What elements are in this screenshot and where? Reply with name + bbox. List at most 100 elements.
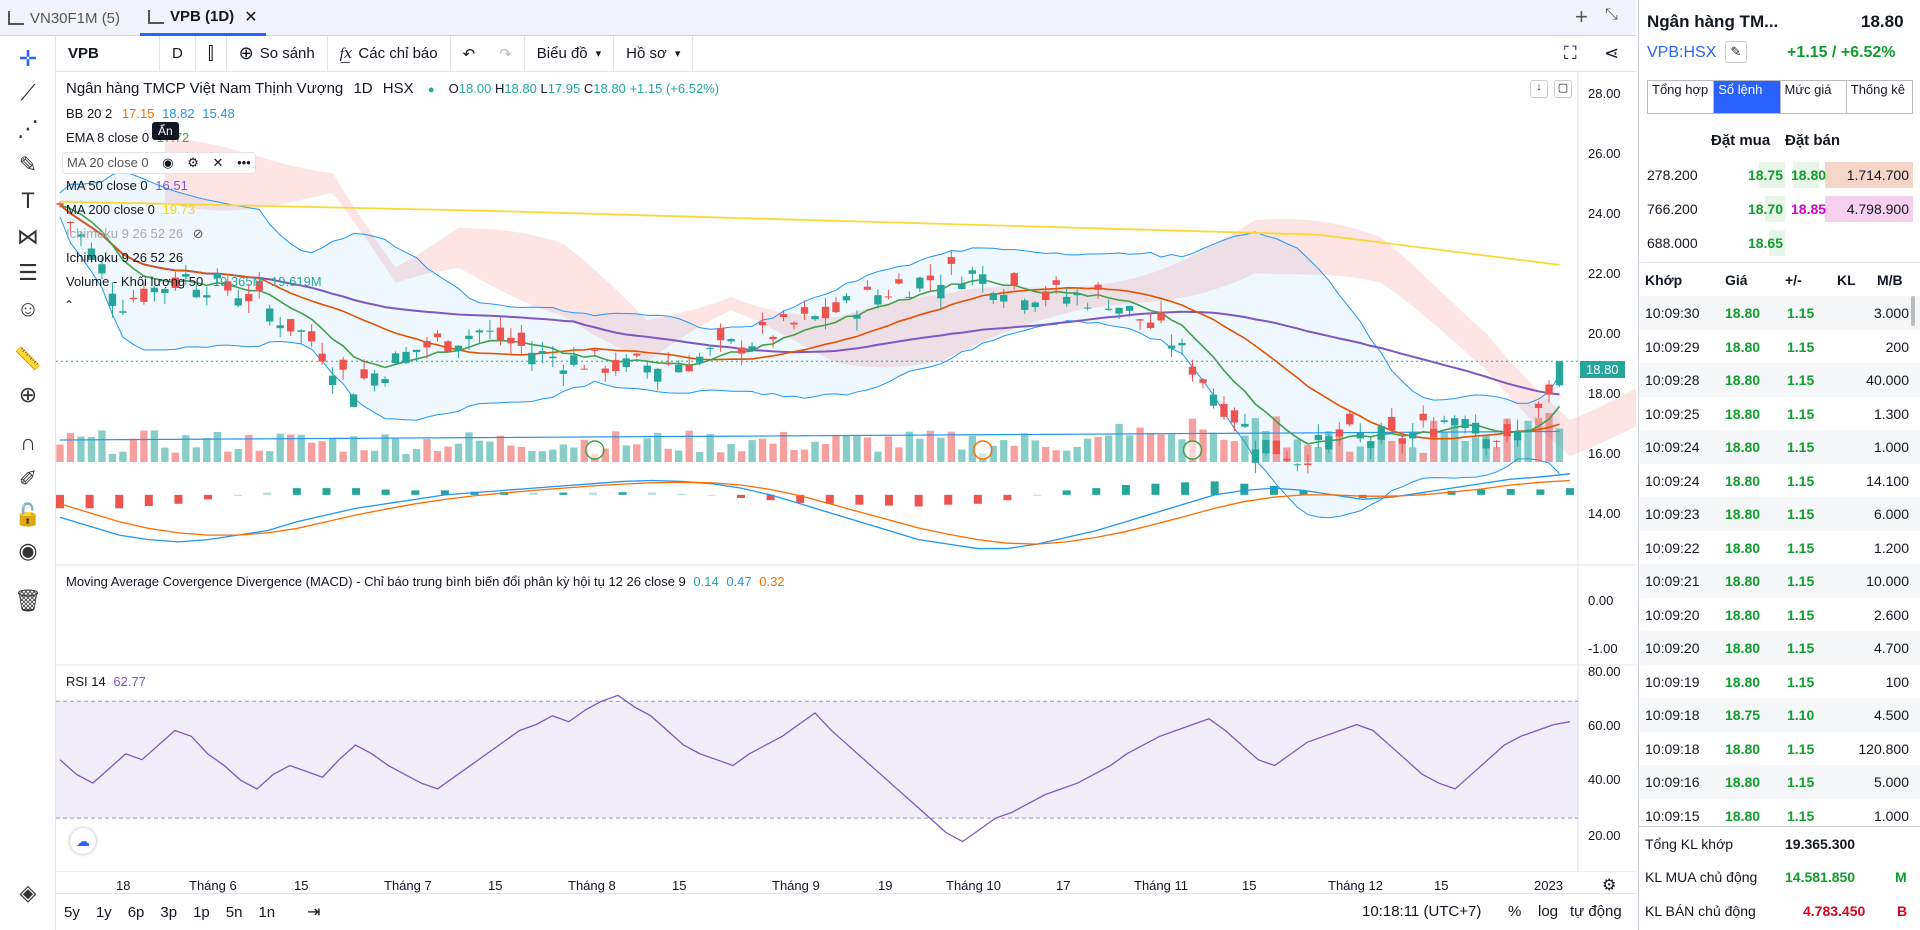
brush-icon[interactable]: ✎ <box>18 152 38 177</box>
macd-pane <box>56 473 1574 550</box>
rsi-legend[interactable]: RSI 14 62.77 <box>66 674 146 689</box>
profile-menu-button[interactable]: Hồ sơ ▾ <box>614 35 694 72</box>
interval-button[interactable]: D <box>160 35 196 72</box>
scroll-down-icon[interactable]: ↓ <box>1530 80 1548 98</box>
collapse-icon[interactable]: ⤡ <box>1605 6 1618 23</box>
range-button[interactable]: 6p <box>127 903 145 921</box>
tab-vpb[interactable]: VPB (1D) ✕ <box>140 0 266 36</box>
tab-summary[interactable]: Tổng hợp <box>1648 81 1715 113</box>
maximize-pane-icon[interactable]: ▢ <box>1554 80 1572 98</box>
candle-body <box>465 335 473 340</box>
trend-line-icon[interactable]: ⟋ <box>20 80 36 105</box>
rsi-tick: 20.00 <box>1588 828 1621 843</box>
edit-icon[interactable]: ✎ <box>1725 41 1747 63</box>
ma50-legend[interactable]: MA 50 close 0 16.51 <box>66 178 188 193</box>
volume-bar <box>1356 446 1364 462</box>
bid-price[interactable]: 18.75 <box>1747 167 1783 183</box>
candle-body <box>675 364 683 373</box>
ma20-legend[interactable]: MA 20 close 0 ◉ ⚙ ✕ ••• <box>62 152 256 174</box>
layers-icon[interactable]: ◈ <box>19 880 37 905</box>
range-button[interactable]: 1y <box>95 903 112 921</box>
chart-menu-button[interactable]: Biểu đồ ▾ <box>525 35 615 72</box>
add-tab-icon[interactable]: + <box>1575 4 1588 29</box>
bid-price[interactable]: 18.70 <box>1747 201 1783 217</box>
share-icon[interactable]: ⋖ <box>1604 43 1620 63</box>
redo-button[interactable]: ↷ <box>487 35 525 72</box>
ruler-icon[interactable]: 📏 <box>14 346 42 371</box>
volume-bar <box>758 438 767 462</box>
bb-legend[interactable]: BB 20 2 17.15 18.82 15.48 <box>66 106 235 121</box>
fullscreen-icon[interactable]: ⛶ <box>1564 43 1577 63</box>
candle-body <box>832 302 840 313</box>
undo-button[interactable]: ↶ <box>451 36 488 72</box>
chart-type-button[interactable]: ⫿ <box>196 35 227 72</box>
clock[interactable]: 10:18:11 (UTC+7) <box>1362 903 1482 920</box>
ichimoku-label: Ichimoku 9 26 52 26 <box>66 250 184 265</box>
chart-area[interactable]: Ngân hàng TMCP Việt Nam Thịnh Vượng 1D H… <box>56 72 1636 894</box>
order-book-row: 766.200 18.70 18.85 4.798.900 <box>1639 192 1920 226</box>
trade-time: 10:09:15 <box>1645 807 1700 824</box>
tab-statistics[interactable]: Thống kê <box>1850 82 1905 97</box>
text-icon[interactable]: T <box>21 188 35 213</box>
time-tick: Tháng 10 <box>946 878 1001 893</box>
fib-icon[interactable]: ⋰ <box>17 116 39 141</box>
emoji-icon[interactable]: ☺ <box>16 296 40 321</box>
symbol-search-button[interactable]: VPB <box>56 35 160 72</box>
chart-canvas[interactable] <box>56 72 1636 872</box>
logo-icon[interactable]: ☁ <box>70 828 96 854</box>
log-toggle[interactable]: log <box>1538 903 1559 920</box>
volume-bar <box>56 444 64 462</box>
settings-icon[interactable]: ⚙ <box>1602 877 1617 894</box>
collapse-legend-icon[interactable]: ⌃ <box>64 298 75 312</box>
percent-toggle[interactable]: % <box>1508 903 1522 920</box>
ma200-legend[interactable]: MA 200 close 0 19.73 <box>66 202 195 217</box>
stock-ticker[interactable]: VPB:HSX <box>1647 44 1717 61</box>
indicators-button[interactable]: f͟x Các chỉ báo <box>328 35 451 72</box>
tab-order-book[interactable]: Sổ lệnh <box>1714 81 1781 113</box>
lock-icon[interactable]: 🔓 <box>14 502 42 527</box>
more-icon[interactable]: ••• <box>237 155 251 170</box>
auto-toggle[interactable]: tự động <box>1570 903 1622 920</box>
ask-price[interactable]: 18.80 <box>1791 167 1827 183</box>
range-button[interactable]: 5y <box>64 903 80 921</box>
macd-histogram-bar <box>174 494 183 504</box>
measure-icon[interactable]: ☰ <box>18 260 38 285</box>
macd-histogram-bar <box>1417 492 1426 495</box>
col-change: +/- <box>1785 271 1802 288</box>
trash-icon[interactable]: 🗑 <box>14 588 42 613</box>
trades-list[interactable]: 10:09:30 18.80 1.15 3.000 10:09:29 18.80 1.15 2… <box>1639 296 1920 826</box>
macd-histogram-bar <box>1506 489 1515 495</box>
tab-price-levels[interactable]: Mức giá <box>1781 81 1847 113</box>
date-range-icon[interactable]: ⇥ <box>307 904 321 921</box>
bid-price[interactable]: 18.65 <box>1747 235 1783 251</box>
eye-icon[interactable]: ◉ <box>162 155 174 170</box>
range-button[interactable]: 5n <box>225 903 243 921</box>
range-button[interactable]: 3p <box>160 903 178 921</box>
scrollbar-thumb[interactable] <box>1911 296 1915 326</box>
magnet-icon[interactable]: ∩ <box>20 430 36 455</box>
close-icon[interactable]: ✕ <box>212 155 224 170</box>
candle-body <box>1062 296 1071 304</box>
trade-change: 1.15 <box>1787 807 1815 824</box>
macd-legend[interactable]: Moving Average Covergence Divergence (MA… <box>66 574 785 589</box>
eye-off-icon[interactable]: ⊘ <box>192 226 204 241</box>
ichimoku-hidden-legend[interactable]: Ichimoku 9 26 52 26 ⊘ <box>66 226 204 242</box>
lock-drawing-icon[interactable]: ✐ <box>18 466 38 491</box>
ichimoku-legend[interactable]: Ichimoku 9 26 52 26 <box>66 250 183 265</box>
volume-legend[interactable]: Volume - Khối lượng 50 19.365M 19.619M <box>66 274 322 289</box>
ask-price[interactable]: 18.85 <box>1791 201 1827 217</box>
compare-button[interactable]: ⊕ So sánh <box>227 35 328 72</box>
candle-body <box>853 314 861 319</box>
pattern-icon[interactable]: ⋈ <box>17 224 39 249</box>
range-button[interactable]: 1n <box>258 903 276 921</box>
candle-body <box>381 379 389 383</box>
candle-body <box>1199 379 1207 383</box>
range-button[interactable]: 1p <box>193 903 210 921</box>
close-icon[interactable]: ✕ <box>244 8 258 26</box>
right-panel: Ngân hàng TM... 18.80 VPB:HSX ✎ +1.15 / … <box>1638 0 1920 930</box>
eye-icon[interactable]: ◉ <box>18 538 38 563</box>
tab-vn30f1m[interactable]: VN30F1M (5) <box>0 0 128 36</box>
zoom-in-icon[interactable]: ⊕ <box>18 382 38 407</box>
gear-icon[interactable]: ⚙ <box>187 155 199 170</box>
crosshair-icon[interactable]: ✛ <box>18 46 38 71</box>
